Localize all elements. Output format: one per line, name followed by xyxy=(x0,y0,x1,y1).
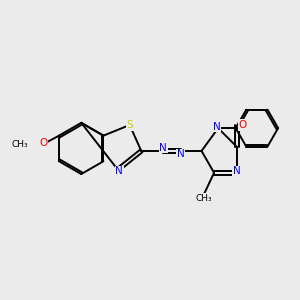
Text: N: N xyxy=(233,166,241,176)
Text: N: N xyxy=(159,143,167,153)
Text: N: N xyxy=(116,166,123,176)
Text: CH₃: CH₃ xyxy=(12,140,28,149)
Text: O: O xyxy=(238,120,247,130)
Text: N: N xyxy=(213,122,220,132)
Text: N: N xyxy=(177,149,184,159)
Text: O: O xyxy=(40,138,48,148)
Text: CH₃: CH₃ xyxy=(195,194,212,203)
Text: S: S xyxy=(126,120,133,130)
